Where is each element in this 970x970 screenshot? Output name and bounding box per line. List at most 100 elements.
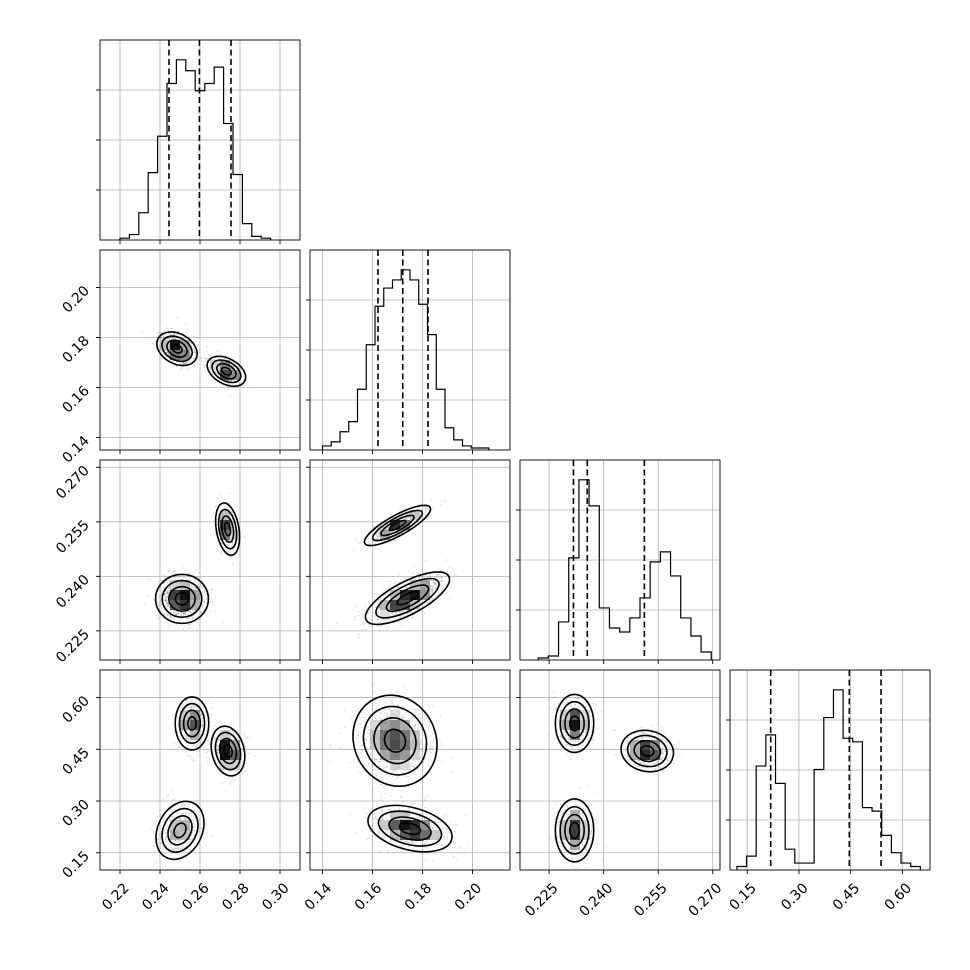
density-cell <box>220 510 230 520</box>
sample-point <box>194 570 196 572</box>
sample-point <box>159 594 162 597</box>
sample-point <box>160 336 162 338</box>
sample-point <box>376 612 378 614</box>
density-cell <box>220 530 230 540</box>
sample-point <box>168 627 170 629</box>
sample-point <box>230 367 232 370</box>
density-cell <box>190 600 200 610</box>
sample-point <box>172 338 174 340</box>
sample-point <box>440 576 443 578</box>
sample-point <box>182 362 184 365</box>
sample-point <box>184 614 187 616</box>
sample-point <box>158 331 160 333</box>
sample-point <box>229 394 231 396</box>
sample-point <box>432 579 434 582</box>
sample-point <box>167 602 169 604</box>
sample-point <box>165 600 167 602</box>
sample-point <box>237 386 239 389</box>
sample-point <box>164 335 167 337</box>
sample-point <box>156 820 158 823</box>
sample-point <box>164 593 166 596</box>
sample-point <box>405 577 407 579</box>
sample-point <box>239 382 241 384</box>
sample-point <box>192 347 194 350</box>
sample-point <box>429 600 431 602</box>
sample-point <box>386 621 388 623</box>
sample-point <box>363 622 365 624</box>
sample-point <box>250 386 252 389</box>
sample-point <box>182 629 184 631</box>
sample-point <box>399 616 401 618</box>
density-cell <box>180 580 190 590</box>
sample-point <box>201 612 203 614</box>
contour-line <box>206 355 247 388</box>
sample-point <box>395 611 397 614</box>
sample-point <box>394 539 396 542</box>
sample-point <box>177 578 179 580</box>
sample-point <box>204 589 206 591</box>
density-cell <box>170 350 180 360</box>
sample-point <box>375 621 377 623</box>
sample-point <box>171 360 173 362</box>
sample-point <box>429 576 431 578</box>
sample-point <box>158 605 160 607</box>
sample-point <box>156 816 158 818</box>
sample-point <box>200 617 202 619</box>
sample-point <box>176 623 178 625</box>
sample-point <box>168 352 170 355</box>
sample-point <box>395 611 397 614</box>
sample-point <box>354 618 356 621</box>
contour-line <box>166 339 188 358</box>
contour-line <box>156 331 198 367</box>
sample-point <box>205 346 208 348</box>
sample-point <box>400 616 402 618</box>
sample-point <box>227 379 229 382</box>
sample-point <box>231 511 233 513</box>
sample-point <box>190 617 192 619</box>
sample-point <box>189 610 191 612</box>
sample-point <box>173 732 176 734</box>
sample-point <box>194 579 196 581</box>
sample-point <box>184 363 186 365</box>
sample-point <box>167 794 169 796</box>
sample-point <box>394 582 396 584</box>
sample-point <box>426 602 428 604</box>
sample-point <box>425 571 427 573</box>
sample-point <box>382 620 384 622</box>
sample-point <box>160 590 162 592</box>
sample-point <box>172 799 174 801</box>
sample-point <box>178 575 181 577</box>
sample-point <box>167 569 170 572</box>
sample-point <box>170 615 172 617</box>
sample-point <box>164 600 167 602</box>
sample-point <box>196 616 198 618</box>
sample-point <box>430 585 432 587</box>
sample-point <box>170 615 172 617</box>
sample-point <box>163 593 165 595</box>
sample-point <box>166 601 168 603</box>
histogram-panel-2 <box>516 459 721 664</box>
sample-point <box>190 612 192 614</box>
sample-point <box>434 579 436 582</box>
sample-point <box>234 367 236 369</box>
sample-point <box>406 587 408 589</box>
sample-point <box>187 612 190 614</box>
sample-point <box>343 623 345 625</box>
sample-point <box>188 623 190 626</box>
sample-point <box>436 574 438 576</box>
sample-point <box>232 540 234 543</box>
sample-point <box>226 554 228 556</box>
sample-point <box>239 361 241 363</box>
sample-point <box>413 616 415 618</box>
sample-point <box>409 611 411 613</box>
sample-point <box>402 610 404 613</box>
sample-point <box>174 337 176 340</box>
sample-point <box>166 615 169 617</box>
sample-point <box>183 362 186 364</box>
sample-point <box>204 365 206 367</box>
sample-point <box>446 559 449 561</box>
sample-point <box>188 577 191 579</box>
sample-point <box>170 623 172 625</box>
sample-point <box>157 603 160 605</box>
sample-point <box>160 610 162 613</box>
